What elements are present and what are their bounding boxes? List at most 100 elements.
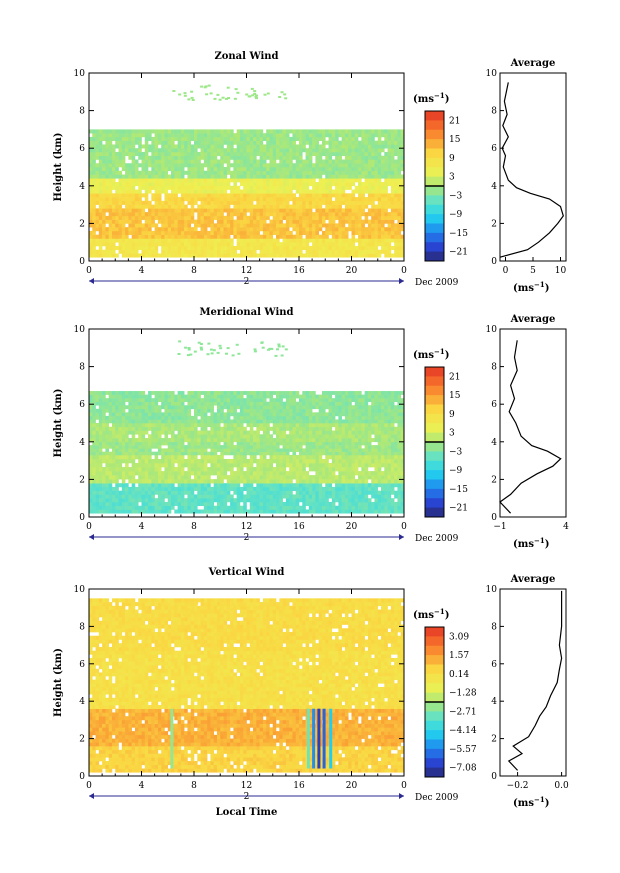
zonal-cell — [341, 208, 346, 213]
zonal-cell — [367, 219, 372, 224]
meridional-cell — [292, 454, 297, 460]
zonal-cell — [282, 234, 287, 239]
zonal-cell — [318, 227, 323, 232]
meridional-cell — [138, 483, 142, 488]
meridional-cell — [151, 463, 155, 468]
zonal-cell — [167, 197, 172, 202]
meridional-cell — [364, 509, 369, 514]
zonal-cell — [233, 155, 237, 160]
zonal-cell — [134, 227, 139, 232]
zonal-cell — [387, 230, 392, 235]
meridional-cell — [335, 445, 339, 449]
zonal-cell — [194, 159, 198, 164]
zonal-cell — [105, 129, 109, 134]
zonal-cell — [108, 167, 113, 172]
zonal-cell — [299, 140, 303, 145]
zonal-cell — [249, 238, 254, 243]
meridional-cell — [102, 509, 106, 514]
meridional-cell — [302, 454, 306, 460]
zonal-cell — [174, 193, 178, 198]
zonal-cell — [299, 230, 303, 235]
zonal-cell — [131, 167, 136, 172]
zonal-cell — [141, 212, 146, 217]
zonal-cell — [289, 197, 293, 202]
meridional-cell — [318, 486, 323, 491]
zonal-cell — [157, 200, 162, 205]
meridional-cell — [148, 498, 152, 503]
meridional-cell — [111, 458, 116, 464]
meridional-cell — [305, 471, 310, 476]
zonal-cell — [341, 234, 346, 239]
zonal-cell — [315, 148, 319, 153]
zonal-cell — [253, 193, 257, 198]
zonal-cell — [121, 230, 126, 235]
zonal-cell — [89, 129, 93, 134]
meridional-cell — [174, 490, 178, 495]
zonal-cell — [259, 212, 264, 217]
zonal-cell — [111, 182, 116, 187]
zonal-cell — [111, 178, 116, 183]
zonal-cell — [141, 163, 146, 168]
zonal-cell — [239, 155, 244, 160]
zonal-sparse-cell — [255, 94, 258, 97]
meridional-cell — [89, 490, 93, 495]
meridional-cell — [89, 438, 93, 443]
meridional-cell — [381, 475, 385, 480]
zonal-cell — [279, 253, 283, 258]
zonal-cell — [210, 230, 214, 235]
meridional-cell — [157, 451, 162, 456]
zonal-cell — [151, 174, 155, 179]
meridional-cell — [144, 471, 149, 476]
zonal-cell — [338, 163, 342, 168]
zonal-cell — [243, 234, 247, 239]
zonal-cell — [108, 178, 113, 183]
zonal-cell — [171, 129, 175, 134]
meridional-cell — [361, 505, 365, 510]
meridional-cell — [174, 458, 178, 464]
zonal-cell — [276, 185, 280, 190]
zonal-cell — [305, 151, 310, 157]
zonal-cell — [157, 182, 162, 187]
meridional-cell — [289, 441, 293, 446]
zonal-cell — [92, 178, 96, 183]
zonal-cell — [285, 197, 290, 202]
zonal-cell — [171, 230, 175, 235]
zonal-cell — [397, 155, 402, 160]
meridional-cell — [321, 445, 326, 449]
zonal-cell — [262, 167, 267, 172]
meridional-cell — [144, 490, 149, 495]
meridional-cell — [338, 483, 342, 488]
zonal-cell — [305, 197, 310, 202]
zonal-cell — [312, 178, 316, 183]
zonal-cell — [243, 170, 247, 175]
meridional-cell — [305, 445, 310, 449]
zonal-cell — [216, 197, 221, 202]
meridional-cell — [167, 451, 172, 456]
zonal-cell — [125, 234, 129, 239]
zonal-cell — [292, 193, 297, 198]
zonal-cell — [269, 170, 274, 175]
zonal-cell — [381, 197, 385, 202]
zonal-colorbar-segment — [425, 223, 444, 234]
zonal-cell — [233, 234, 237, 239]
meridional-cell — [312, 475, 316, 480]
zonal-cell — [216, 140, 221, 145]
zonal-cell — [154, 189, 159, 194]
meridional-cell — [348, 490, 352, 495]
meridional-cell — [128, 498, 132, 503]
meridional-cell — [400, 498, 405, 503]
zonal-cell — [351, 148, 356, 153]
zonal-average-ytick-label: 4 — [491, 182, 497, 192]
zonal-cell — [236, 170, 241, 175]
meridional-cell — [128, 438, 132, 443]
meridional-cell — [180, 467, 185, 472]
zonal-cell — [390, 136, 395, 141]
meridional-cell — [216, 501, 221, 507]
meridional-cell — [223, 445, 228, 449]
meridional-cell — [321, 505, 326, 510]
zonal-cell — [377, 189, 382, 194]
zonal-cell — [358, 144, 362, 149]
zonal-cell — [131, 230, 136, 235]
zonal-cell — [207, 170, 211, 175]
zonal-cell — [390, 163, 395, 168]
